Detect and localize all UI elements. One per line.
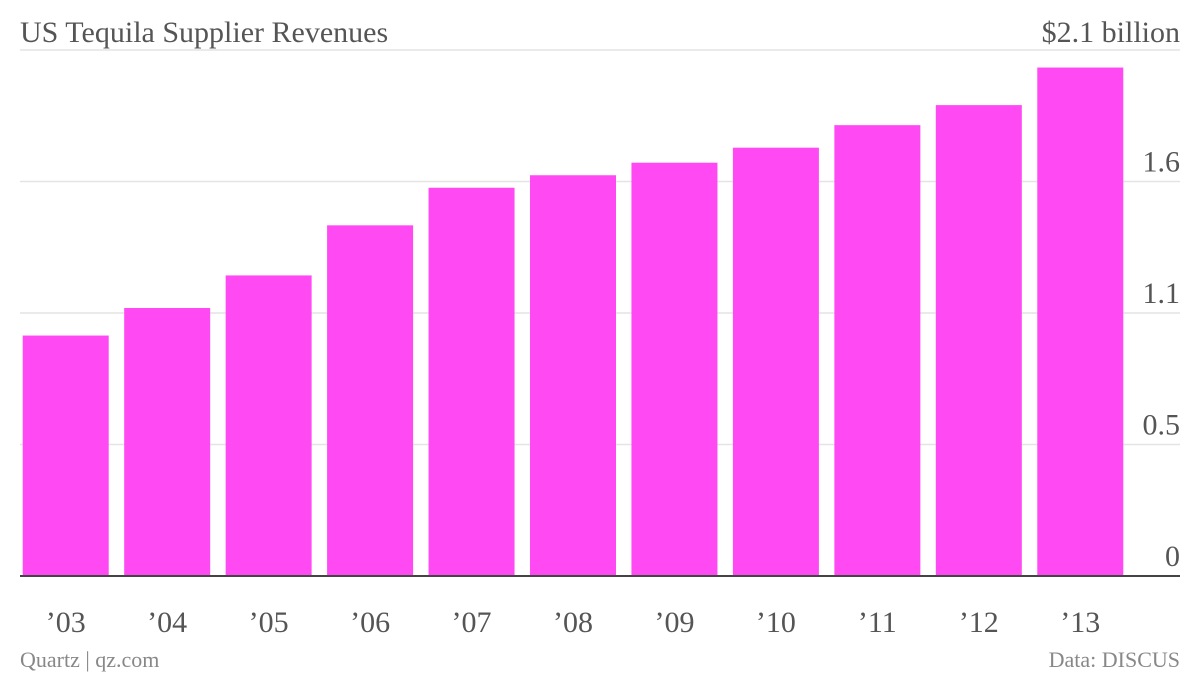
- source: Data: DISCUS: [1049, 647, 1180, 672]
- x-tick-label: ’04: [147, 606, 187, 639]
- bar: [530, 175, 616, 576]
- bar: [631, 162, 718, 576]
- y-tick-label: 1.1: [1143, 277, 1181, 310]
- x-tick-label: ’11: [858, 606, 897, 639]
- bar: [834, 125, 921, 577]
- bar: [732, 147, 819, 576]
- bar: [428, 187, 515, 576]
- y-tick-label: $2.1 billion: [1042, 16, 1180, 49]
- x-tick-label: ’07: [452, 606, 492, 639]
- bar: [1037, 67, 1124, 577]
- x-tick-label: ’12: [959, 606, 999, 639]
- bar: [124, 307, 211, 576]
- y-tick-label: 1.6: [1143, 146, 1181, 179]
- x-tick-label: ’10: [756, 606, 796, 639]
- x-tick-label: ’09: [654, 606, 694, 639]
- x-tick-label: ’05: [249, 606, 289, 639]
- x-tick-label: ’13: [1060, 606, 1100, 639]
- bar: [327, 225, 414, 577]
- credit: Quartz | qz.com: [20, 647, 159, 672]
- bar: [22, 335, 109, 576]
- y-tick-label: 0: [1165, 540, 1180, 573]
- y-tick-label: 0.5: [1143, 409, 1181, 442]
- bar: [935, 105, 1022, 576]
- chart-title: US Tequila Supplier Revenues: [20, 16, 388, 49]
- bar: [225, 275, 312, 576]
- x-tick-label: ’06: [350, 606, 390, 639]
- x-tick-label: ’03: [46, 606, 86, 639]
- x-tick-label: ’08: [553, 606, 593, 639]
